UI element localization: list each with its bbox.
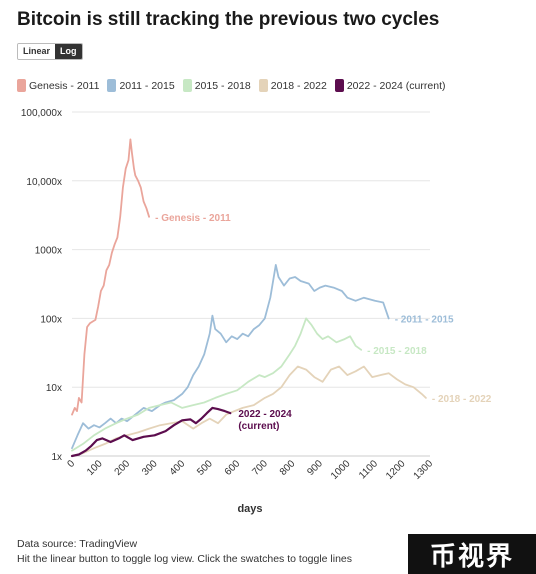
x-tick-label: 200 — [113, 458, 133, 478]
linear-button[interactable]: Linear — [18, 44, 56, 59]
x-tick-label: 500 — [195, 458, 215, 478]
series-line-3 — [71, 365, 427, 457]
legend-swatch[interactable] — [182, 79, 192, 92]
y-tick-label: 100,000x — [21, 108, 62, 119]
x-tick-label: 1100 — [357, 458, 380, 481]
legend-item-2[interactable]: 2015 - 2018 — [182, 79, 251, 92]
scale-toggle: Linear Log — [17, 43, 83, 60]
y-tick-label: 1000x — [35, 246, 62, 257]
legend-item-0[interactable]: Genesis - 2011 — [17, 79, 99, 92]
series-line-1 — [71, 264, 390, 450]
x-tick-label: 700 — [250, 458, 270, 478]
legend-label: 2015 - 2018 — [194, 79, 251, 92]
y-tick-label: 10,000x — [26, 177, 62, 188]
series-end-label: - Genesis - 2011 — [155, 213, 231, 224]
footer: Data source: TradingView Hit the linear … — [17, 537, 352, 567]
y-tick-label: 100x — [40, 314, 62, 325]
legend-item-3[interactable]: 2018 - 2022 — [258, 79, 327, 92]
log-button[interactable]: Log — [55, 44, 82, 59]
legend-label: 2022 - 2024 (current) — [346, 79, 446, 92]
x-axis-label: days — [237, 503, 262, 515]
chart: 1x 10x 100x 1000x 10,000x 100,000x 0 100 200 300 4… — [21, 108, 492, 515]
x-tick-label: 1000 — [329, 458, 353, 482]
legend-item-4[interactable]: 2022 - 2024 (current) — [334, 79, 446, 92]
brand-logo: 币视界 — [408, 534, 536, 574]
x-tick-label: 300 — [140, 458, 160, 478]
legend-label: 2018 - 2022 — [270, 79, 327, 92]
legend-swatch[interactable] — [107, 79, 117, 92]
x-tick-label: 600 — [223, 458, 243, 478]
legend-label: 2011 - 2015 — [119, 79, 175, 92]
series-end-label: (current) — [238, 421, 279, 432]
series-end-label: - 2015 - 2018 — [367, 346, 427, 357]
x-tick-label: 0 — [65, 458, 77, 470]
legend-swatch[interactable] — [258, 79, 268, 92]
x-tick-label: 1200 — [384, 458, 408, 482]
legend-item-1[interactable]: 2011 - 2015 — [107, 79, 175, 92]
series-line-2 — [71, 317, 363, 452]
x-tick-label: 800 — [278, 458, 298, 478]
series-end-label: - 2018 - 2022 — [432, 394, 492, 405]
legend-swatch[interactable] — [17, 79, 26, 92]
series-line-0 — [71, 138, 150, 416]
legend-swatch[interactable] — [334, 79, 344, 92]
x-tick-label: 1300 — [412, 458, 436, 482]
chart-title: Bitcoin is still tracking the previous t… — [17, 9, 440, 30]
series-end-label: 2022 - 2024 — [238, 409, 292, 420]
usage-hint: Hit the linear button to toggle log view… — [17, 553, 353, 565]
series-line-4 — [70, 406, 232, 458]
series-end-label: - 2011 - 2015 — [395, 314, 454, 325]
x-tick-label: 400 — [168, 458, 188, 478]
legend-label: Genesis - 2011 — [29, 79, 100, 92]
y-tick-label: 1x — [51, 452, 62, 463]
x-tick-label: 100 — [85, 458, 105, 478]
x-tick-label: 900 — [305, 458, 325, 478]
legend: Genesis - 2011 2011 - 2015 2015 - 2018 2018… — [17, 79, 445, 92]
data-source: Data source: TradingView — [17, 538, 138, 550]
y-tick-label: 10x — [46, 383, 62, 394]
